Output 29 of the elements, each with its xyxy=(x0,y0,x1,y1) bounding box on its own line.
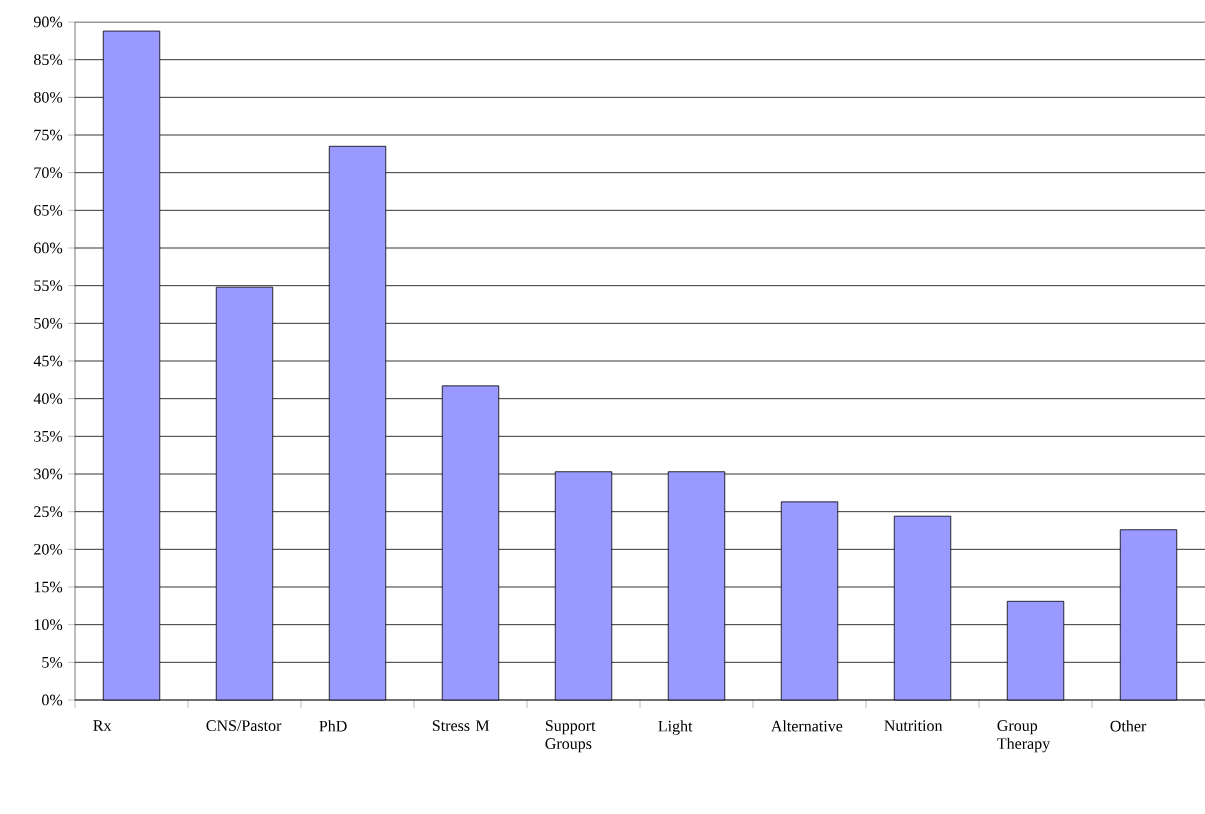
y-tick-label: 80% xyxy=(34,91,63,103)
x-tick-label: CNS/Pastor xyxy=(206,720,282,732)
y-tick-label: 5% xyxy=(42,656,63,668)
y-tick-label: 0% xyxy=(42,694,63,706)
y-tick-label: 85% xyxy=(34,54,63,66)
y-tick-label: 55% xyxy=(34,280,63,292)
y-tick-label: 70% xyxy=(34,167,63,179)
y-tick-label: 90% xyxy=(33,16,63,28)
y-tick-label: 20% xyxy=(34,543,63,555)
y-tick-label: 45% xyxy=(33,355,63,367)
x-tick-label: Group Therapy xyxy=(997,720,1051,753)
x-tick-label: PhD xyxy=(319,720,347,732)
y-tick-label: 75% xyxy=(34,129,63,141)
y-tick-label: 40% xyxy=(33,393,63,405)
x-tick-label: Alternative xyxy=(770,720,843,732)
y-tick-label: 60% xyxy=(34,242,63,254)
y-tick-label: 25% xyxy=(34,506,63,518)
x-tick-label: Stress M xyxy=(432,720,490,732)
x-tick-label: Support Groups xyxy=(545,720,596,753)
y-tick-label: 30% xyxy=(34,468,63,480)
x-tick-label: Light xyxy=(658,720,693,735)
x-tick-label: Rx xyxy=(93,720,112,731)
y-tick-label: 15% xyxy=(34,581,63,593)
y-tick-label: 50% xyxy=(34,317,63,329)
x-tick-label: Nutrition xyxy=(884,720,943,732)
y-tick-label: 35% xyxy=(34,430,63,442)
y-tick-label: 65% xyxy=(34,204,63,216)
x-tick-label: Other xyxy=(1110,720,1147,732)
y-tick-label: 10% xyxy=(34,619,63,631)
